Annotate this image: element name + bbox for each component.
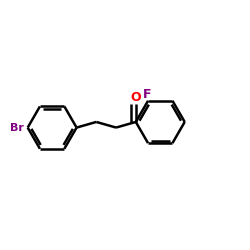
Text: O: O — [130, 92, 141, 104]
Text: Br: Br — [10, 122, 24, 132]
Text: F: F — [143, 88, 151, 101]
